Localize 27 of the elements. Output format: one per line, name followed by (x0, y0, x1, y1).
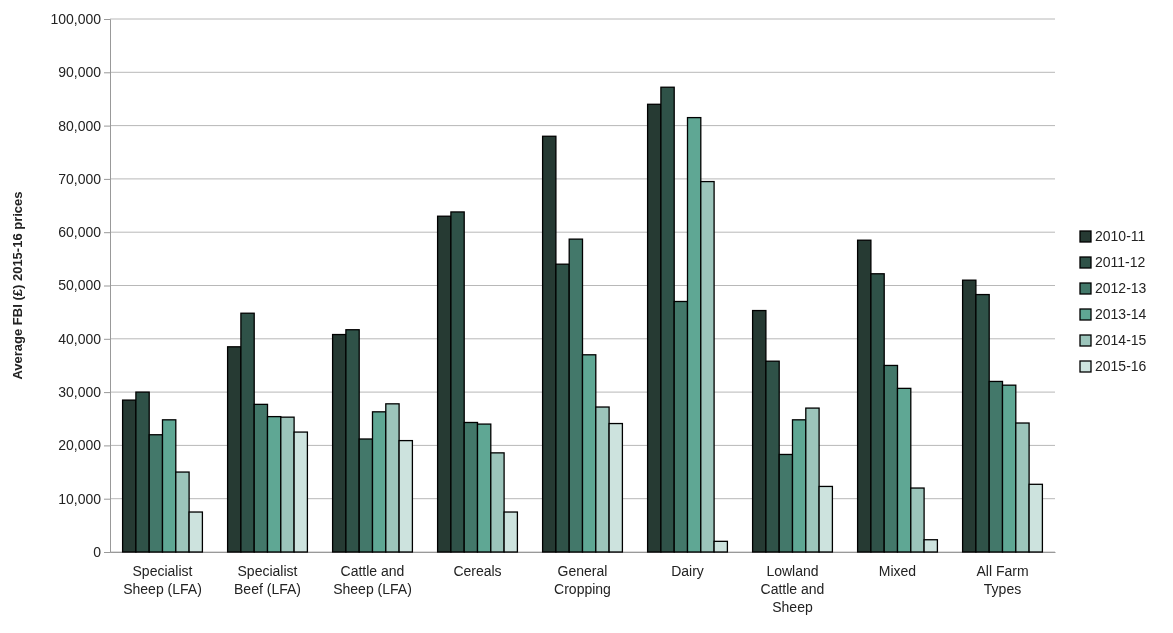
x-tick-label: Specialist Beef (LFA) (234, 563, 301, 597)
x-tick-label: All Farm Types (976, 563, 1029, 597)
x-tick-label: Specialist Sheep (LFA) (123, 563, 202, 597)
y-tick-label: 50,000 (58, 277, 102, 294)
y-tick-label: 30,000 (58, 384, 102, 401)
y-tick-label: 40,000 (58, 330, 102, 347)
y-axis-title: Average FBI (£) 2015-16 prices (10, 191, 25, 380)
legend-label: 2010-11 (1095, 228, 1146, 244)
y-tick-label: 10,000 (58, 490, 102, 507)
y-tick-label: 90,000 (58, 64, 102, 81)
legend-label: 2015-16 (1095, 358, 1147, 374)
y-tick-label: 60,000 (58, 224, 102, 241)
x-tick-label: General Cropping (554, 563, 611, 597)
legend-label: 2012-13 (1095, 280, 1147, 296)
y-tick-label: 20,000 (58, 437, 102, 454)
x-tick-label: Mixed (878, 563, 917, 579)
y-tick-label: 80,000 (58, 117, 102, 134)
x-tick-label: Cattle and Sheep (LFA) (333, 563, 412, 597)
x-tick-label: Dairy (671, 563, 704, 579)
legend-label: 2011-12 (1095, 254, 1146, 270)
legend-label: 2014-15 (1095, 332, 1147, 348)
x-tick-label: Cereals (453, 563, 502, 579)
y-tick-label: 0 (93, 543, 102, 560)
y-tick-label: 70,000 (58, 170, 102, 187)
x-tick-label: Lowland Cattle and Sheep (760, 563, 825, 615)
legend-label: 2013-14 (1095, 306, 1147, 322)
y-tick-label: 100,000 (50, 10, 102, 27)
